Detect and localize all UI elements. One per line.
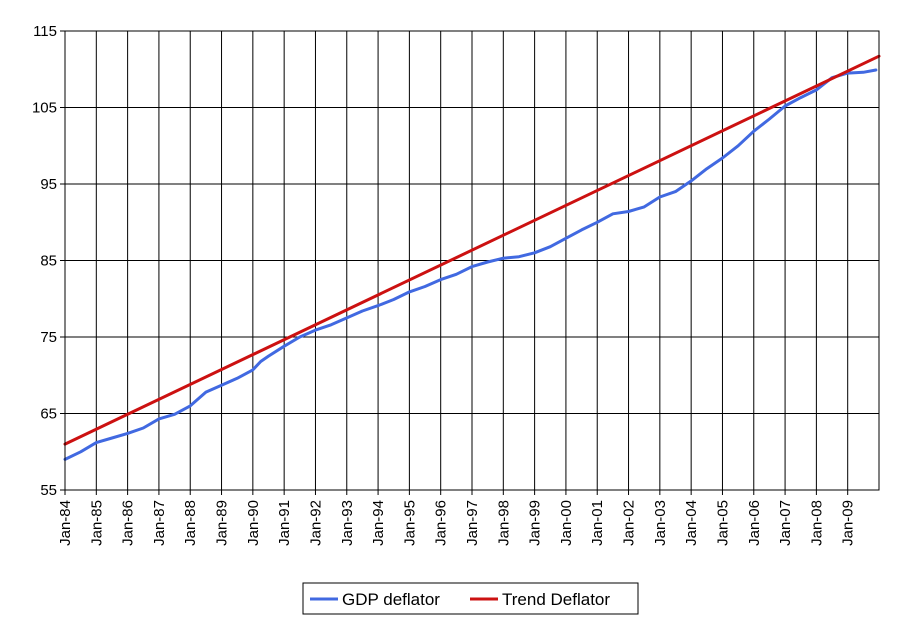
y-tick-label: 85 — [40, 253, 57, 270]
x-tick-label: Jan-09 — [840, 500, 857, 546]
x-tick-label: Jan-03 — [652, 500, 669, 546]
x-tick-label: Jan-95 — [401, 500, 418, 546]
x-tick-label: Jan-05 — [714, 500, 731, 546]
x-tick-label: Jan-00 — [558, 500, 575, 546]
x-tick-label: Jan-85 — [88, 500, 105, 546]
series-layer — [63, 54, 881, 461]
legend: GDP deflator Trend Deflator — [302, 582, 639, 615]
y-tick-label: 115 — [33, 23, 57, 40]
x-tick-label: Jan-87 — [151, 500, 168, 546]
x-tick-label: Jan-93 — [339, 500, 356, 546]
x-tick-label: Jan-96 — [433, 500, 450, 546]
x-tick-label: Jan-99 — [527, 500, 544, 546]
x-tick-label: Jan-04 — [683, 500, 700, 546]
y-tick-label: 105 — [32, 100, 57, 117]
x-tick-label: Jan-08 — [808, 500, 825, 546]
x-tick-label: Jan-89 — [214, 500, 231, 546]
y-tick-label: 55 — [40, 482, 57, 499]
y-tick-label: 65 — [40, 406, 57, 423]
x-tick-label: Jan-07 — [777, 500, 794, 546]
legend-label-gdp-deflator: GDP deflator — [342, 590, 440, 609]
x-tick-label: Jan-86 — [120, 500, 137, 546]
grid-lines — [64, 30, 879, 491]
x-tick-label: Jan-01 — [589, 500, 606, 546]
x-axis-ticks: Jan-84 Jan-85 Jan-86 Jan-87 Jan-88 Jan-89 Jan-… — [57, 490, 857, 546]
y-tick-label: 95 — [40, 176, 57, 193]
x-tick-label: Jan-91 — [276, 500, 293, 546]
x-tick-label: Jan-90 — [245, 500, 262, 546]
x-tick-label: Jan-97 — [464, 500, 481, 546]
series-line-gdp-deflator — [63, 68, 878, 461]
x-tick-label: Jan-98 — [495, 500, 512, 546]
x-tick-label: Jan-02 — [621, 500, 638, 546]
x-tick-label: Jan-84 — [57, 500, 74, 546]
series-line-trend-deflator — [63, 54, 881, 446]
y-axis-ticks: 55 65 75 85 95 105 115 — [32, 23, 65, 499]
y-tick-label: 75 — [40, 329, 57, 346]
x-tick-label: Jan-94 — [370, 500, 387, 546]
x-tick-label: Jan-88 — [182, 500, 199, 546]
x-tick-label: Jan-06 — [746, 500, 763, 546]
plot-border — [64, 30, 880, 491]
legend-label-trend-deflator: Trend Deflator — [502, 590, 610, 609]
x-tick-label: Jan-92 — [307, 500, 324, 546]
